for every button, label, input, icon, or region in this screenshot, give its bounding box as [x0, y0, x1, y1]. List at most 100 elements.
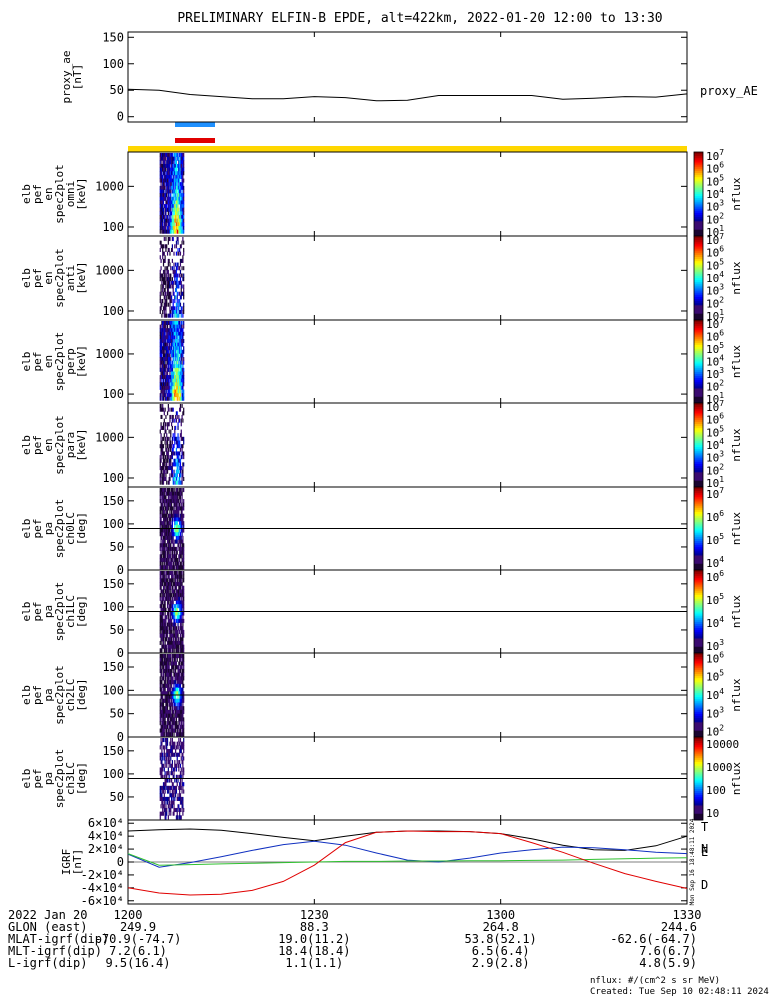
cell-ch2LC: [175, 724, 178, 729]
cell-ch2LC: [170, 691, 172, 696]
cell-ch0LC: [162, 488, 165, 493]
cell-perp: [167, 328, 169, 333]
cell-perp: [160, 335, 162, 340]
cell-ch1LC: [169, 648, 171, 653]
cell-para: [162, 466, 165, 471]
colorbar-cell-perp: [694, 376, 703, 379]
cell-ch3LC: [163, 785, 165, 790]
cell-ch2LC: [180, 732, 182, 737]
cell-perp: [172, 353, 174, 358]
cell-ch1LC: [169, 571, 171, 576]
cell-ch0LC: [169, 510, 171, 515]
cell-omni: [175, 225, 178, 231]
colorbar-cell-ch1LC: [694, 613, 703, 617]
cell-para: [176, 473, 178, 478]
cell-ch2LC: [181, 668, 183, 674]
cell-para: [169, 473, 171, 478]
cell-ch3LC: [167, 804, 169, 809]
cell-para: [169, 418, 171, 423]
cell-anti: [176, 280, 178, 285]
colorbar-cell-perp: [694, 369, 703, 373]
cell-ch2LC: [174, 687, 176, 692]
cell-ch0LC: [171, 539, 173, 544]
cell-ch2LC: [159, 698, 161, 703]
cell-ch0LC: [183, 528, 185, 533]
cell-ch0LC: [179, 506, 182, 511]
cell-anti: [165, 247, 167, 252]
cell-ch2LC: [183, 683, 185, 688]
cell-omni: [182, 211, 184, 216]
cell-ch1LC: [162, 611, 164, 616]
cell-omni: [180, 225, 182, 231]
cell-anti: [162, 306, 165, 311]
cell-para: [183, 476, 185, 482]
cell-ch3LC: [164, 738, 166, 743]
cell-ch2LC: [181, 724, 183, 729]
cell-ch0LC: [162, 539, 164, 544]
cell-anti: [162, 309, 164, 315]
cell-ch0LC: [159, 495, 161, 500]
cell-omni: [168, 156, 170, 161]
cell-ch0LC: [179, 517, 182, 522]
cell-ch3LC: [178, 752, 180, 757]
cell-para: [160, 458, 162, 463]
cell-ch2LC: [180, 713, 182, 718]
cell-ch1LC: [167, 611, 169, 616]
cell-omni: [181, 163, 183, 168]
cell-ch0LC: [170, 502, 172, 507]
cell-ch0LC: [162, 510, 165, 515]
cell-ch2LC: [170, 717, 172, 722]
cell-ch1LC: [177, 596, 179, 601]
cell-ch2LC: [166, 728, 168, 733]
cell-ch1LC: [169, 644, 171, 649]
ylabel-ch2LC-3: spec2plot: [53, 665, 66, 725]
cell-perp: [173, 378, 175, 383]
cell-omni: [177, 200, 179, 205]
cell-perp: [170, 324, 173, 329]
cell-omni: [161, 178, 163, 183]
cell-ch2LC: [161, 691, 163, 696]
cell-ch1LC: [162, 629, 164, 634]
cell-ch1LC: [169, 618, 171, 623]
cell-para: [161, 476, 163, 482]
cell-omni: [165, 218, 167, 223]
cell-omni: [181, 153, 183, 158]
cell-ch2LC: [178, 717, 180, 722]
cell-ch3LC: [170, 793, 173, 798]
cell-ch1LC: [169, 593, 171, 598]
cell-perp: [167, 321, 169, 326]
cell-ch3LC: [181, 804, 183, 809]
ylabel-ch2LC-0: elb: [20, 685, 33, 705]
cell-ch1LC: [163, 571, 165, 576]
cell-ch3LC: [173, 741, 175, 746]
colorbar-cell-ch3LC: [694, 753, 703, 757]
cell-ch1LC: [181, 593, 183, 598]
cell-ch3LC: [161, 785, 163, 790]
cell-ch2LC: [168, 728, 170, 733]
cell-perp: [170, 364, 173, 369]
cell-ch3LC: [159, 771, 161, 776]
series-T: [127, 828, 688, 851]
cell-omni: [168, 207, 170, 212]
cell-anti: [169, 306, 171, 311]
cell-ch1LC: [161, 637, 163, 642]
cell-perp: [166, 364, 168, 369]
cell-perp: [162, 367, 165, 372]
colorbar-cell-anti: [694, 240, 703, 243]
cell-perp: [163, 360, 165, 365]
cell-anti: [177, 262, 179, 267]
cell-anti: [178, 284, 180, 289]
cell-ch1LC: [181, 633, 183, 638]
cell-ch2LC: [182, 695, 184, 700]
cell-para: [177, 462, 179, 467]
cell-anti: [169, 309, 171, 315]
cell-perp: [160, 328, 162, 333]
cell-perp: [161, 353, 163, 358]
cell-ch1LC: [178, 604, 180, 609]
colorbar-cell-omni: [694, 221, 703, 224]
cell-omni: [182, 229, 184, 234]
cell-ch2LC: [172, 668, 174, 674]
cell-ch2LC: [178, 724, 180, 729]
cell-ch3LC: [183, 789, 185, 794]
cell-para: [166, 411, 169, 416]
